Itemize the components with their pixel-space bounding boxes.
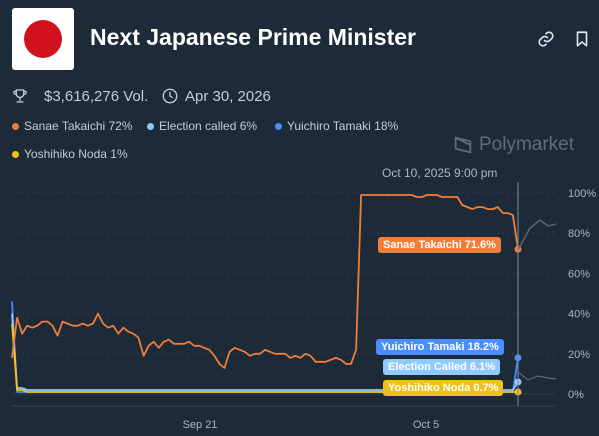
y-tick-label: 0% xyxy=(568,389,584,401)
legend-item-election: Election called 6% xyxy=(147,119,257,133)
y-tick-label: 20% xyxy=(568,349,590,361)
x-tick-label: Oct 5 xyxy=(413,419,439,431)
hover-tag-election: Election Called 6.1% xyxy=(383,359,500,375)
clock-icon xyxy=(162,88,178,104)
legend-label: Election called 6% xyxy=(159,119,258,133)
polymarket-icon xyxy=(454,136,472,154)
x-tick-label: Sep 21 xyxy=(183,419,218,431)
y-tick-label: 60% xyxy=(568,268,590,280)
brand-name: Polymarket xyxy=(479,134,575,155)
future-series-faded xyxy=(517,371,557,381)
legend-item-tamaki: Yuichiro Tamaki 18% xyxy=(275,119,398,133)
y-tick-label: 80% xyxy=(568,228,590,240)
flag-sun xyxy=(24,20,62,58)
page-title: Next Japanese Prime Minister xyxy=(90,24,416,50)
legend-swatch xyxy=(147,122,154,130)
hover-tag-noda: Yoshihiko Noda 0.7% xyxy=(383,380,504,396)
hover-tag-tamaki: Yuichiro Tamaki 18.2% xyxy=(376,339,504,355)
hover-tag-takaichi: Sanae Takaichi 71.6% xyxy=(378,237,501,253)
legend-label: Sanae Takaichi 72% xyxy=(24,119,133,133)
volume-text: $3,616,276 Vol. xyxy=(44,88,149,105)
bookmark-icon[interactable] xyxy=(573,30,591,48)
hover-date: Oct 10, 2025 9:00 pm xyxy=(382,166,498,180)
link-icon[interactable] xyxy=(537,30,555,48)
japan-flag-icon xyxy=(12,8,74,70)
legend-label: Yuichiro Tamaki 18% xyxy=(287,119,399,133)
legend-label: Yoshihiko Noda 1% xyxy=(24,147,128,161)
legend-swatch xyxy=(12,150,19,158)
legend-swatch xyxy=(12,122,19,130)
legend-swatch xyxy=(275,122,282,130)
trophy-icon xyxy=(13,89,27,103)
y-tick-label: 40% xyxy=(568,309,590,321)
legend-item-noda: Yoshihiko Noda 1% xyxy=(12,147,128,161)
y-tick-label: 100% xyxy=(568,188,596,200)
end-date-text: Apr 30, 2026 xyxy=(185,88,271,105)
legend-item-takaichi: Sanae Takaichi 72% xyxy=(12,119,133,133)
future-series-faded xyxy=(517,219,557,251)
series-line-sanae-takaichi xyxy=(11,194,519,369)
polymarket-logo: Polymarket xyxy=(452,134,574,156)
